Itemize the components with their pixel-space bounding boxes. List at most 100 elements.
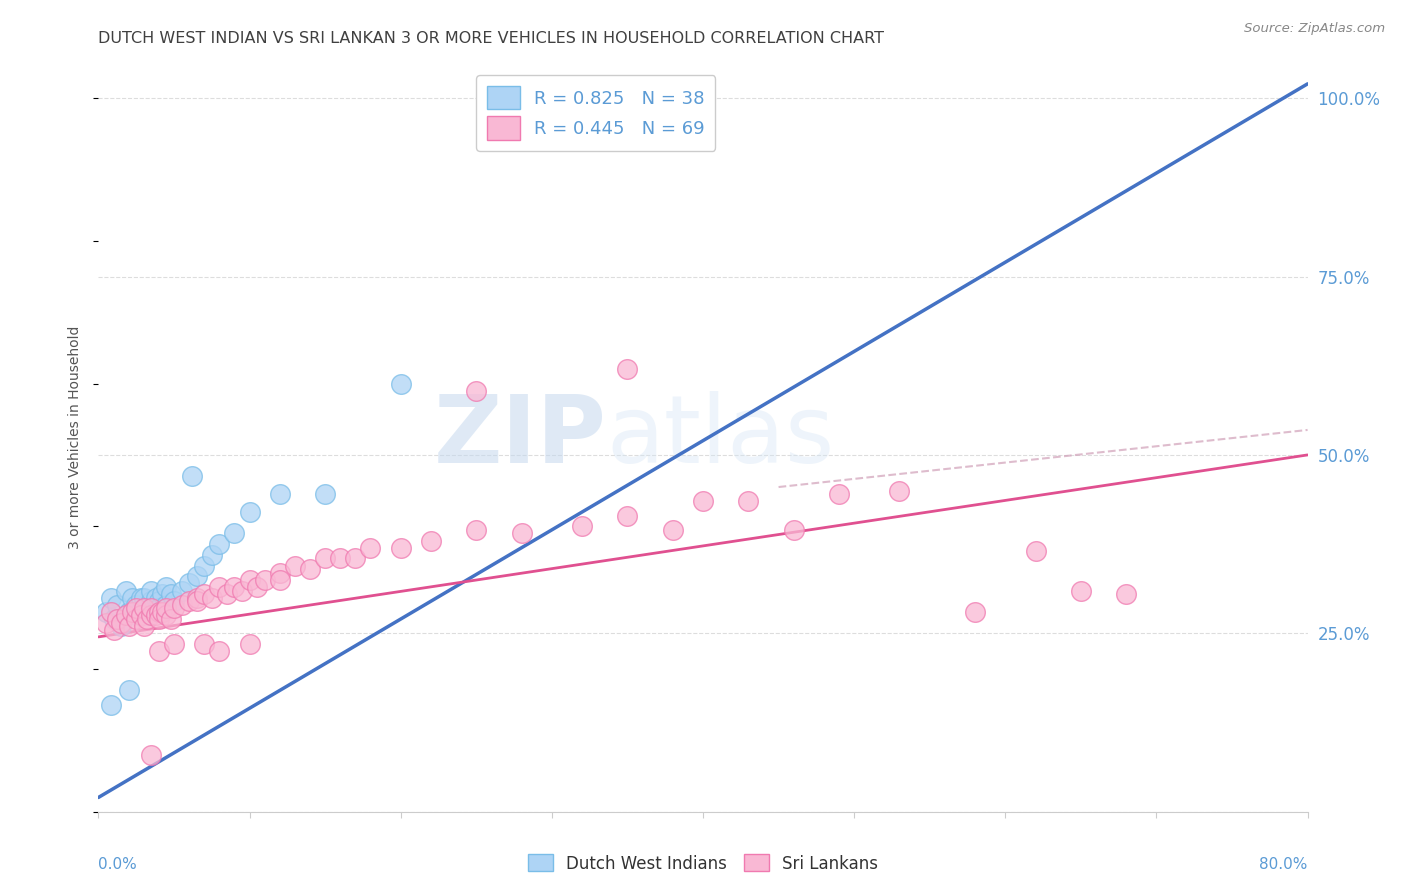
Point bbox=[141, 583, 163, 598]
Point bbox=[114, 608, 136, 623]
Point bbox=[616, 508, 638, 523]
Point bbox=[121, 591, 143, 605]
Point bbox=[155, 580, 177, 594]
Point bbox=[253, 573, 276, 587]
Point bbox=[186, 569, 208, 583]
Point bbox=[571, 519, 593, 533]
Point bbox=[1024, 544, 1046, 558]
Point bbox=[344, 551, 367, 566]
Point bbox=[132, 601, 155, 615]
Point bbox=[132, 591, 155, 605]
Point bbox=[179, 594, 201, 608]
Point bbox=[125, 598, 148, 612]
Text: Source: ZipAtlas.com: Source: ZipAtlas.com bbox=[1244, 22, 1385, 36]
Point bbox=[132, 605, 155, 619]
Point bbox=[239, 573, 262, 587]
Point bbox=[661, 523, 683, 537]
Point bbox=[193, 587, 215, 601]
Text: DUTCH WEST INDIAN VS SRI LANKAN 3 OR MORE VEHICLES IN HOUSEHOLD CORRELATION CHAR: DUTCH WEST INDIAN VS SRI LANKAN 3 OR MOR… bbox=[98, 31, 884, 46]
Point bbox=[110, 615, 132, 630]
Point bbox=[299, 562, 322, 576]
Point bbox=[420, 533, 443, 548]
Point bbox=[208, 644, 231, 658]
Point bbox=[103, 623, 125, 637]
Point bbox=[1070, 583, 1092, 598]
Point bbox=[389, 541, 412, 555]
Point bbox=[389, 376, 412, 391]
Y-axis label: 3 or more Vehicles in Household: 3 or more Vehicles in Household bbox=[69, 326, 83, 549]
Point bbox=[150, 605, 173, 619]
Point bbox=[208, 537, 231, 551]
Point bbox=[284, 558, 307, 573]
Point bbox=[163, 594, 186, 608]
Point bbox=[269, 573, 291, 587]
Point bbox=[224, 526, 246, 541]
Point bbox=[94, 615, 117, 630]
Point bbox=[148, 612, 170, 626]
Point bbox=[160, 612, 183, 626]
Point bbox=[118, 683, 141, 698]
Point bbox=[125, 601, 148, 615]
Point bbox=[246, 580, 269, 594]
Point bbox=[141, 594, 163, 608]
Point bbox=[201, 548, 224, 562]
Point bbox=[828, 487, 851, 501]
Point bbox=[269, 566, 291, 580]
Point bbox=[150, 587, 173, 601]
Point bbox=[118, 619, 141, 633]
Point bbox=[783, 523, 806, 537]
Point bbox=[148, 594, 170, 608]
Point bbox=[510, 526, 533, 541]
Point bbox=[889, 483, 911, 498]
Text: 0.0%: 0.0% bbox=[98, 856, 138, 871]
Point bbox=[208, 580, 231, 594]
Point bbox=[148, 605, 170, 619]
Point bbox=[155, 598, 177, 612]
Point bbox=[141, 601, 163, 615]
Point bbox=[141, 608, 163, 623]
Point bbox=[465, 384, 488, 398]
Point bbox=[103, 612, 125, 626]
Point bbox=[201, 591, 224, 605]
Point bbox=[129, 608, 152, 623]
Point bbox=[100, 698, 122, 712]
Point bbox=[239, 637, 262, 651]
Text: atlas: atlas bbox=[606, 391, 835, 483]
Point bbox=[170, 598, 193, 612]
Point bbox=[179, 576, 201, 591]
Point bbox=[129, 591, 152, 605]
Point bbox=[314, 487, 336, 501]
Point bbox=[163, 637, 186, 651]
Text: ZIP: ZIP bbox=[433, 391, 606, 483]
Legend: Dutch West Indians, Sri Lankans: Dutch West Indians, Sri Lankans bbox=[522, 847, 884, 880]
Point bbox=[110, 619, 132, 633]
Point bbox=[105, 612, 128, 626]
Point bbox=[135, 608, 157, 623]
Point bbox=[269, 487, 291, 501]
Point bbox=[692, 494, 714, 508]
Point bbox=[100, 591, 122, 605]
Point bbox=[329, 551, 352, 566]
Point bbox=[186, 591, 208, 605]
Point bbox=[100, 605, 122, 619]
Point bbox=[1115, 587, 1137, 601]
Point bbox=[141, 747, 163, 762]
Point bbox=[360, 541, 382, 555]
Point bbox=[163, 601, 186, 615]
Point bbox=[465, 523, 488, 537]
Point bbox=[145, 591, 167, 605]
Point bbox=[224, 580, 246, 594]
Point bbox=[148, 601, 170, 615]
Point bbox=[125, 608, 148, 623]
Point bbox=[125, 612, 148, 626]
Point bbox=[105, 598, 128, 612]
Point bbox=[160, 587, 183, 601]
Point bbox=[231, 583, 253, 598]
Point bbox=[737, 494, 759, 508]
Point bbox=[132, 619, 155, 633]
Point bbox=[118, 605, 141, 619]
Point bbox=[145, 608, 167, 623]
Point bbox=[314, 551, 336, 566]
Legend: R = 0.825   N = 38, R = 0.445   N = 69: R = 0.825 N = 38, R = 0.445 N = 69 bbox=[477, 75, 716, 151]
Point bbox=[155, 608, 177, 623]
